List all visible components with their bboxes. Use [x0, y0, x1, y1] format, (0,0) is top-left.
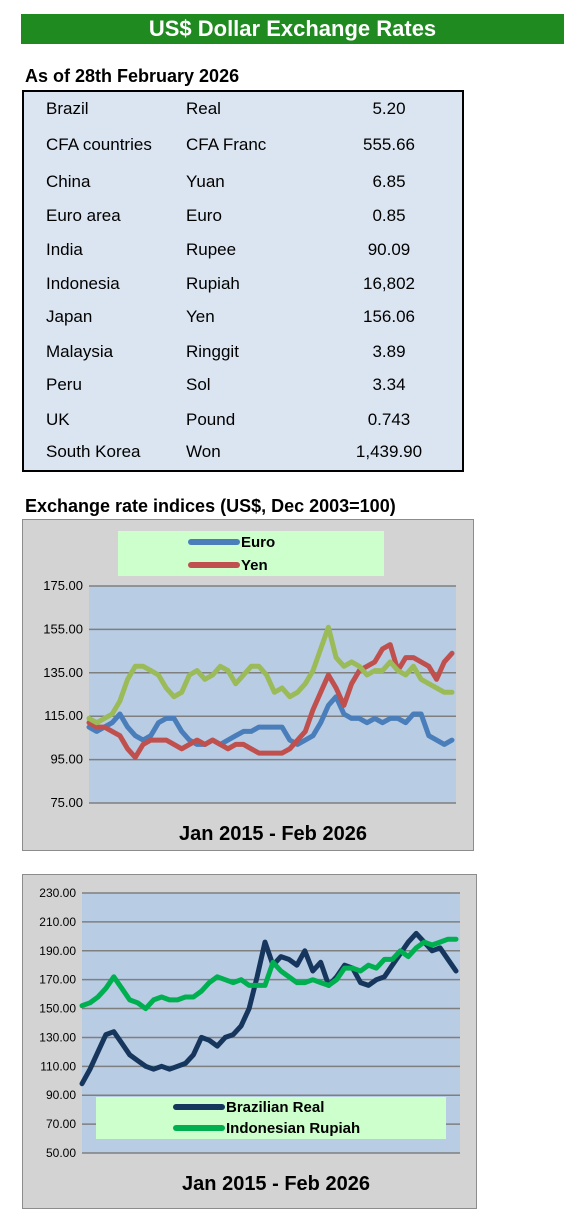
currency-name: Rupiah: [186, 274, 240, 293]
rate-value: 1,439.90: [355, 442, 423, 461]
rate-value: 3.89: [372, 342, 406, 361]
rate-row: Malaysia Ringgit 3.89: [24, 337, 462, 367]
currency-name: CFA Franc: [186, 135, 267, 154]
currency-name: Ringgit: [186, 342, 239, 361]
real-rupiah-index-chart: 230.00 210.00 190.00 170.00 150.00 130.00 110.…: [39, 886, 460, 1195]
y-tick-label: 70.00: [46, 1117, 76, 1131]
rate-row: Indonesia Rupiah 16,802: [24, 269, 462, 299]
currency-name: Yen: [186, 307, 215, 326]
y-tick-label: 115.00: [44, 708, 83, 723]
y-tick-label: 175.00: [43, 578, 83, 593]
series-line: [86, 694, 455, 747]
rate-value: 0.743: [367, 410, 411, 429]
country-name: India: [46, 240, 83, 259]
legend-label: Euro: [241, 534, 275, 551]
legend: [96, 1097, 446, 1139]
rate-row: China Yuan 6.85: [24, 167, 462, 197]
country-name: Japan: [46, 307, 93, 326]
rate-value: 156.06: [363, 307, 415, 326]
y-tick-label: 95.00: [50, 752, 83, 767]
country-name: Brazil: [46, 99, 89, 118]
y-tick-label: 50.00: [46, 1146, 76, 1160]
rate-value: 0.85: [372, 206, 406, 225]
euro-yen-chart-frame: 175.00 155.00 135.00 115.00 95.00 75.00 Jan 20…: [22, 519, 474, 851]
x-axis-label: Jan 2015 - Feb 2026: [182, 1173, 370, 1195]
country-name: Malaysia: [46, 342, 114, 361]
real-rupiah-chart-frame: 230.00 210.00 190.00 170.00 150.00 130.00 110.…: [22, 874, 477, 1209]
x-axis-label: Jan 2015 - Feb 2026: [179, 823, 367, 845]
page-title: US$ Dollar Exchange Rates: [21, 14, 564, 44]
country-name: CFA countries: [46, 135, 152, 154]
currency-name: Euro: [186, 206, 222, 225]
rate-value: 16,802: [363, 274, 415, 293]
y-tick-label: 135.00: [43, 665, 83, 680]
rate-value: 6.85: [372, 172, 406, 191]
country-name: Indonesia: [46, 274, 120, 293]
y-tick-label: 130.00: [39, 1030, 76, 1044]
legend-label: Indonesian Rupiah: [226, 1120, 360, 1137]
legend-label: Yen: [241, 557, 268, 574]
country-name: China: [46, 172, 91, 191]
rate-value: 555.66: [363, 135, 415, 154]
exchange-rates-table: Brazil Real 5.20 CFA countries CFA Franc 555.…: [22, 90, 464, 472]
y-tick-label: 90.00: [46, 1088, 76, 1102]
country-name: UK: [46, 410, 70, 429]
legend: [118, 531, 384, 576]
indices-heading: Exchange rate indices (US$, Dec 2003=100…: [25, 496, 396, 516]
y-tick-label: 110.00: [40, 1059, 76, 1073]
rate-row: South Korea Won 1,439.90: [24, 437, 462, 467]
rate-row: Euro area Euro 0.85: [24, 201, 462, 231]
series-line: [79, 936, 459, 1012]
as-of-date: As of 28th February 2026: [25, 66, 240, 86]
y-tick-label: 150.00: [39, 1002, 76, 1016]
rate-row: India Rupee 90.09: [24, 235, 462, 265]
country-name: South Korea: [46, 442, 141, 461]
country-name: Euro area: [46, 206, 121, 225]
currency-name: Real: [186, 99, 221, 118]
y-tick-label: 170.00: [39, 973, 76, 987]
y-tick-label: 230.00: [39, 886, 76, 900]
rate-row: UK Pound 0.743: [24, 405, 462, 435]
rate-row: Peru Sol 3.34: [24, 370, 462, 400]
legend-label: Brazilian Real: [226, 1099, 324, 1116]
currency-name: Pound: [186, 410, 236, 429]
rate-row: Brazil Real 5.20: [24, 94, 462, 124]
rate-row: CFA countries CFA Franc 555.66: [24, 130, 462, 160]
currency-name: Rupee: [186, 240, 237, 259]
series-line: [79, 930, 459, 1087]
series-line: [86, 624, 455, 726]
y-tick-label: 75.00: [50, 795, 83, 810]
currency-name: Yuan: [186, 172, 225, 191]
currency-name: Sol: [186, 375, 211, 394]
rate-row: Japan Yen 156.06: [24, 302, 462, 332]
currency-name: Won: [186, 442, 221, 461]
rate-value: 90.09: [367, 240, 411, 259]
rate-value: 5.20: [372, 99, 406, 118]
y-tick-label: 190.00: [39, 944, 76, 958]
plot-area: [89, 586, 456, 803]
country-name: Peru: [46, 375, 82, 394]
y-tick-label: 155.00: [43, 621, 83, 636]
y-tick-label: 210.00: [39, 915, 76, 929]
series-line: [86, 642, 455, 760]
rate-value: 3.34: [372, 375, 406, 394]
euro-yen-index-chart: 175.00 155.00 135.00 115.00 95.00 75.00 Jan 20…: [43, 531, 456, 845]
